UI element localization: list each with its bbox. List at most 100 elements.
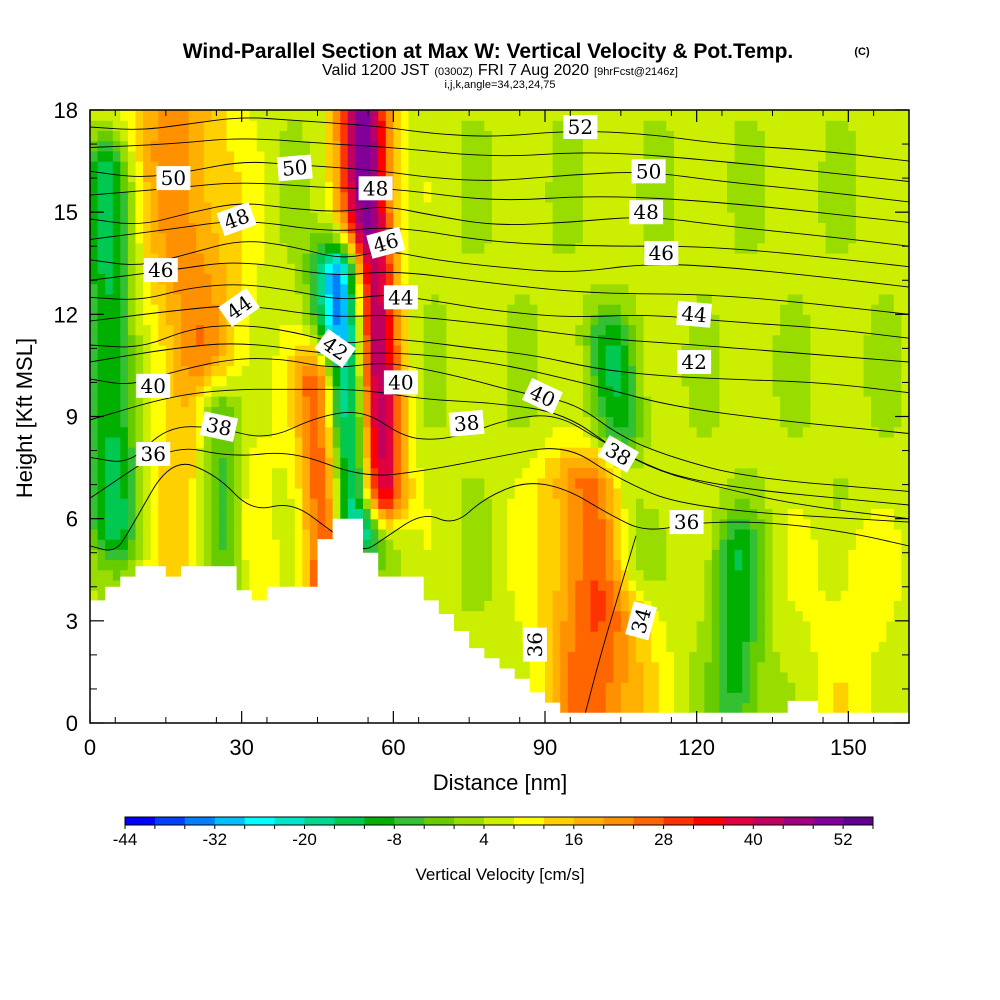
velocity-cell [165,559,174,571]
velocity-cell [590,140,599,152]
velocity-cell [582,518,592,530]
velocity-cell [689,661,698,673]
velocity-cell [287,222,296,234]
velocity-cell [287,201,296,213]
velocity-cell [234,549,243,561]
velocity-cell [309,161,319,172]
velocity-cell [605,375,614,387]
velocity-cell [673,161,683,172]
velocity-cell [696,600,705,612]
velocity-cell [120,212,129,223]
velocity-cell [188,365,197,377]
velocity-cell [552,293,561,305]
velocity-cell [476,457,485,469]
velocity-cell [598,253,607,264]
velocity-cell [598,242,607,254]
velocity-cell [249,150,258,162]
velocity-cell [294,518,303,530]
velocity-cell [234,273,243,285]
velocity-cell [256,283,265,295]
velocity-cell [704,161,713,172]
velocity-cell [385,324,394,336]
velocity-cell [241,436,250,448]
velocity-cell [537,161,546,172]
velocity-cell [484,334,493,346]
velocity-cell [696,242,705,254]
velocity-cell [249,120,258,131]
velocity-cell [264,150,273,162]
velocity-cell [582,181,592,193]
velocity-cell [658,528,667,540]
velocity-cell [143,130,152,142]
velocity-cell [332,263,341,274]
velocity-cell [552,436,561,448]
velocity-cell [264,396,273,407]
velocity-cell [651,518,660,530]
velocity-cell [256,488,265,499]
velocity-cell [431,498,440,509]
velocity-cell [105,304,114,315]
velocity-cell [704,671,713,683]
velocity-cell [416,304,425,315]
velocity-cell [491,324,501,336]
velocity-cell [302,569,311,581]
velocity-cell [658,436,667,448]
velocity-cell [105,324,114,336]
velocity-cell [332,212,341,223]
velocity-cell [636,590,645,601]
velocity-cell [188,518,197,530]
velocity-cell [673,692,683,704]
velocity-cell [491,528,501,540]
velocity-cell [181,324,190,336]
velocity-cell [643,110,652,121]
velocity-cell [598,171,607,183]
velocity-cell [355,498,364,509]
velocity-cell [461,549,470,561]
velocity-cell [143,334,152,346]
velocity-cell [598,600,607,612]
velocity-cell [165,120,174,131]
velocity-cell [135,304,144,315]
velocity-cell [628,140,637,152]
velocity-cell [90,355,99,366]
velocity-cell [400,345,410,356]
velocity-cell [385,130,394,142]
velocity-cell [522,242,531,254]
velocity-cell [340,171,349,183]
velocity-cell [537,304,546,315]
velocity-cell [294,416,303,428]
velocity-cell [552,324,561,336]
velocity-cell [545,181,554,193]
velocity-cell [416,263,425,274]
velocity-cell [385,140,394,152]
velocity-cell [393,181,402,193]
velocity-cell [272,191,281,203]
velocity-cell [613,580,622,591]
velocity-cell [340,293,349,305]
velocity-cell [378,569,387,581]
velocity-cell [423,273,432,285]
velocity-cell [363,498,372,509]
velocity-cell [438,549,447,561]
velocity-cell [484,641,493,653]
velocity-cell [317,293,326,305]
velocity-cell [127,467,137,479]
velocity-cell [393,304,402,315]
velocity-cell [279,488,288,499]
velocity-cell [378,263,387,274]
velocity-cell [196,375,205,387]
velocity-cell [241,324,250,336]
velocity-cell [408,416,417,428]
velocity-cell [112,508,121,520]
velocity-cell [112,273,121,285]
velocity-cell [340,263,349,274]
velocity-cell [689,467,698,479]
velocity-cell [636,273,645,285]
velocity-cell [643,467,652,479]
velocity-cell [90,436,99,448]
velocity-cell [173,569,182,581]
velocity-cell [514,201,523,213]
velocity-cell [454,549,463,561]
velocity-cell [689,641,698,653]
velocity-cell [340,283,349,295]
